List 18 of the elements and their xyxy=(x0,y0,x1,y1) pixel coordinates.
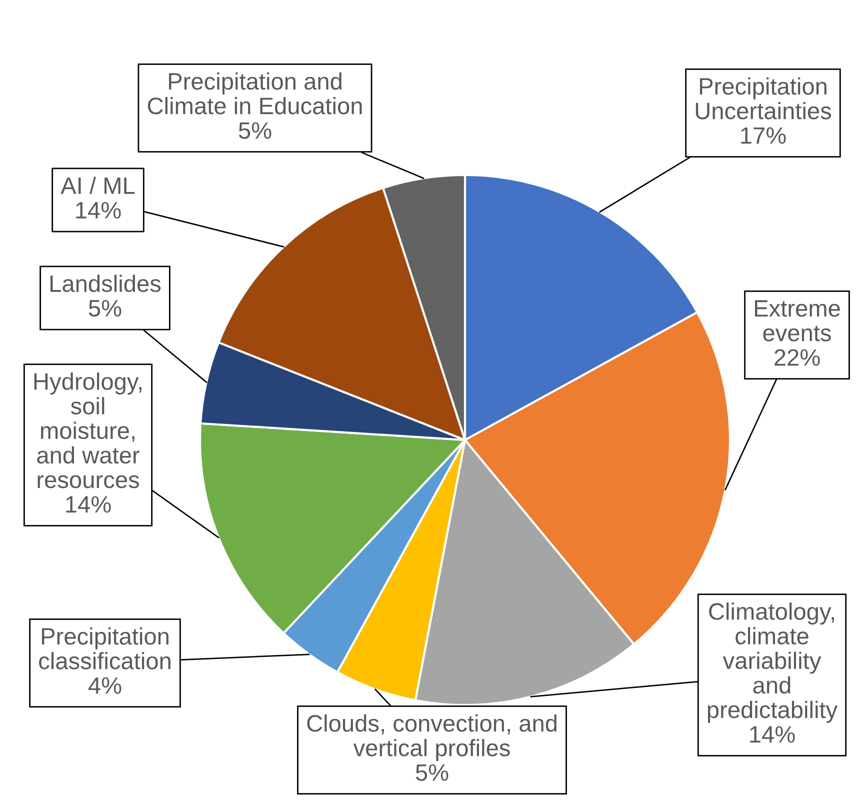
slice-label: Precipitation classification xyxy=(39,627,170,670)
slice-label: Clouds, convection, and vertical profiles xyxy=(307,714,556,762)
slice-label: AI / ML xyxy=(60,176,135,194)
data-label: 14% xyxy=(76,202,121,219)
slice-label: Climatology, climate variability and predictability xyxy=(708,602,838,723)
data-label: 4% xyxy=(88,677,122,694)
slice-label: Precipitation and Climate in Education xyxy=(148,72,362,114)
slice-label: Precipitation Uncertainties xyxy=(696,77,832,120)
data-label: 17% xyxy=(741,127,786,144)
slice-label: Landslides xyxy=(50,274,161,292)
data-label: 5% xyxy=(238,122,272,139)
slice-label: Hydrology, soil moisture, and water resources xyxy=(34,372,142,488)
data-label: 5% xyxy=(88,300,122,317)
data-label: 14% xyxy=(750,726,795,743)
slice-label: Extreme events xyxy=(754,300,840,342)
data-label: 22% xyxy=(774,349,820,366)
data-label: 14% xyxy=(66,496,111,513)
data-label: 5% xyxy=(416,764,448,781)
